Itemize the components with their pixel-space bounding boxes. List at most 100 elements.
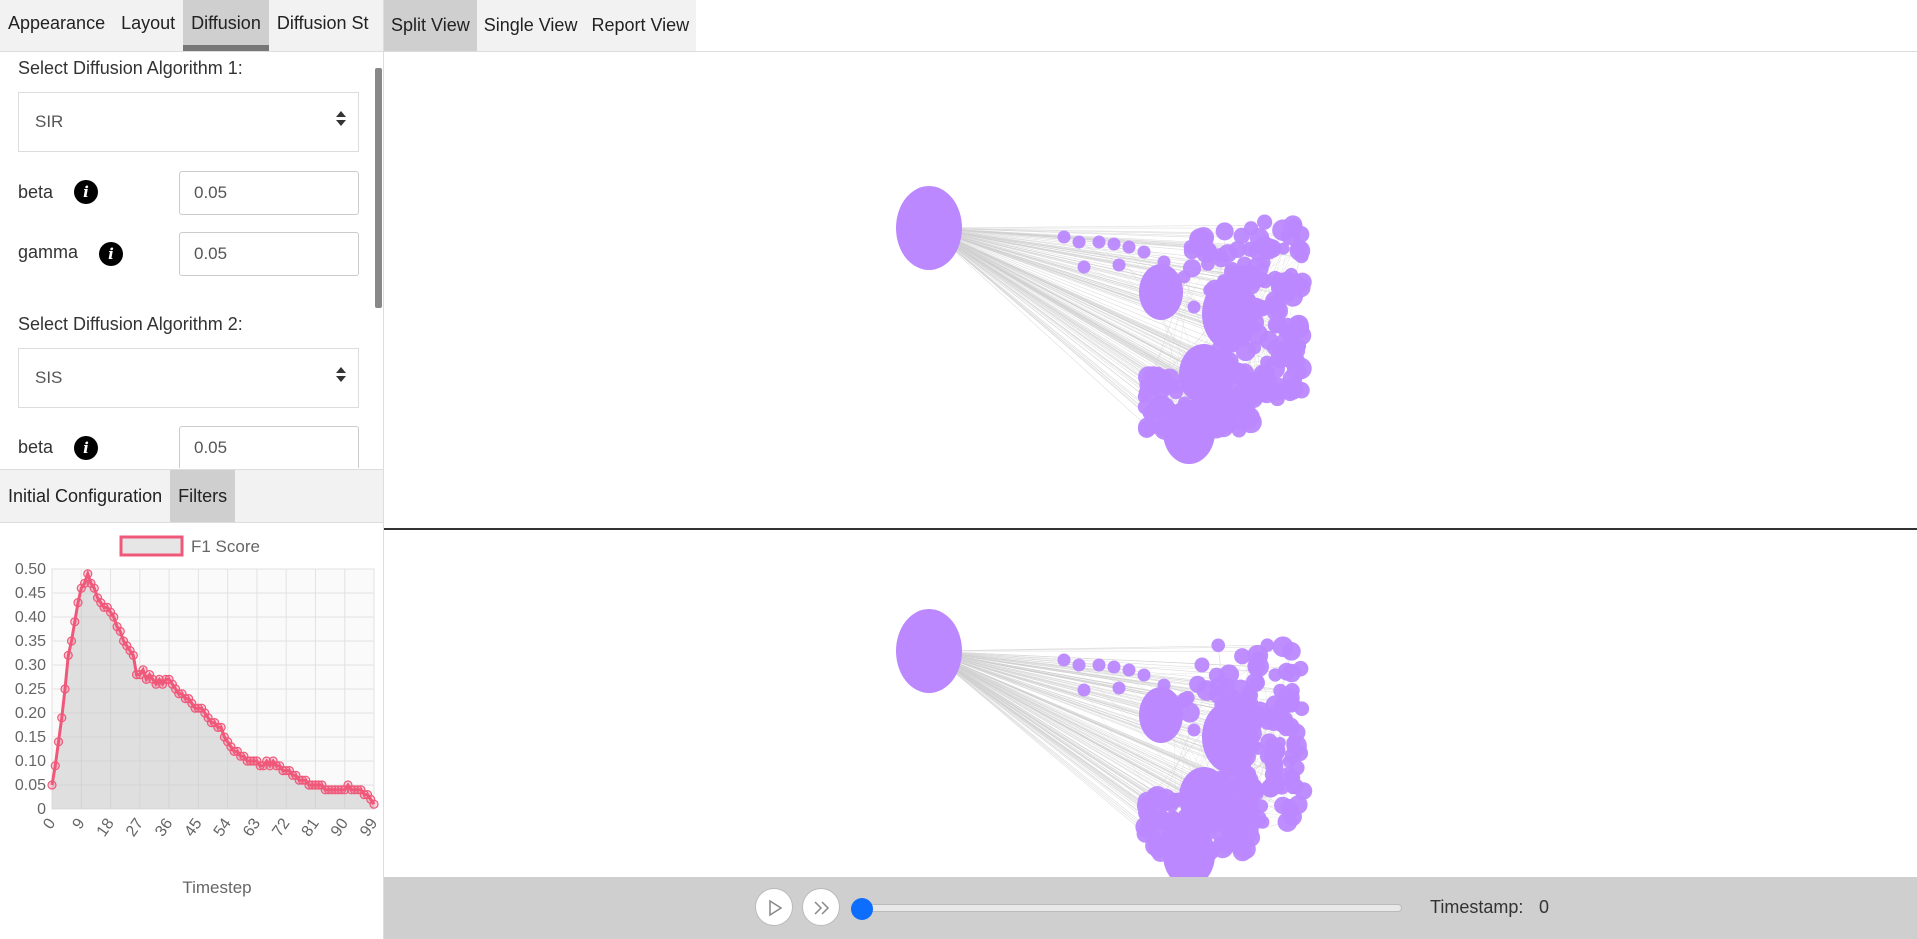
info-icon[interactable]: i	[74, 436, 98, 460]
data-point	[301, 775, 311, 785]
x-tick-label: 9	[70, 815, 89, 832]
beta-2-input[interactable]: 0.05	[179, 426, 359, 468]
timestamp-value: 0	[1539, 897, 1550, 917]
timestamp-label: Timestamp:	[1430, 897, 1524, 917]
network-graph[interactable]	[384, 531, 1917, 877]
node	[1092, 235, 1106, 249]
node	[1240, 407, 1260, 427]
chart-svg: 0 0.05 0.10 0.15 0.20 0.25 0.30 0.35 0.40 0.45 0.5…	[15, 535, 381, 897]
tab-single-view[interactable]: Single View	[483, 15, 578, 35]
y-tick-label: 0.25	[15, 681, 46, 698]
x-tick-label: 72	[269, 815, 293, 839]
data-point	[310, 780, 321, 790]
edge	[928, 650, 1226, 808]
beta-input[interactable]: 0.05	[179, 171, 359, 215]
edge	[928, 227, 1215, 381]
data-point	[333, 785, 343, 795]
main-view: Split View Single View Report View Times…	[384, 0, 1917, 939]
series-line	[50, 569, 376, 806]
tab-report-view[interactable]: Report View	[591, 15, 690, 35]
edge	[928, 650, 1146, 835]
y-tick-label: 0.10	[15, 753, 46, 770]
data-point	[252, 756, 262, 766]
node	[1072, 235, 1086, 249]
network-view-algorithm-2[interactable]	[384, 531, 1917, 877]
data-point	[63, 650, 73, 660]
tab-appearance[interactable]: Appearance	[8, 13, 106, 33]
node	[1277, 812, 1298, 832]
left-panel: Appearance Layout Diffusion Diffusion St…	[0, 0, 384, 939]
node	[1271, 272, 1291, 292]
tab-diffusion[interactable]: Diffusion	[183, 0, 269, 51]
data-point	[369, 799, 379, 809]
data-point	[223, 737, 233, 747]
data-point	[131, 670, 142, 680]
graph-nodes	[896, 609, 1313, 877]
data-point	[79, 578, 90, 589]
timestep-slider-track[interactable]	[862, 904, 1402, 912]
data-point	[193, 703, 203, 713]
node	[1138, 420, 1156, 438]
node	[1256, 255, 1271, 270]
algorithm-1-select[interactable]: SIR	[18, 92, 359, 152]
tab-initial-configuration[interactable]: Initial Configuration	[8, 486, 163, 506]
y-tick-label: 0	[37, 801, 46, 818]
network-graph[interactable]	[384, 52, 1917, 530]
data-point	[190, 703, 200, 713]
x-tick-label: 63	[240, 815, 264, 839]
gamma-input[interactable]: 0.05	[179, 232, 359, 276]
data-point	[265, 761, 275, 771]
edge	[928, 650, 1249, 775]
node	[1249, 276, 1263, 290]
fast-forward-button[interactable]	[802, 888, 840, 926]
data-point	[184, 694, 194, 704]
data-point	[242, 756, 252, 766]
param-beta-label: beta	[18, 182, 54, 202]
data-point	[232, 746, 242, 756]
node	[1270, 382, 1289, 401]
form-scrollbar[interactable]	[375, 68, 382, 308]
data-point	[262, 756, 272, 766]
data-point	[83, 569, 93, 579]
node	[1189, 675, 1207, 693]
data-point	[151, 679, 161, 689]
network-view-algorithm-1[interactable]	[384, 52, 1917, 530]
edge	[928, 227, 1170, 431]
node	[1283, 215, 1303, 235]
select-arrows-icon	[336, 111, 346, 133]
x-tick-label: 36	[152, 815, 176, 839]
edge	[928, 650, 1146, 814]
data-point	[236, 751, 246, 761]
y-tick-label: 0.15	[15, 729, 46, 746]
data-point	[96, 597, 106, 608]
tab-filters[interactable]: Filters	[170, 470, 236, 522]
node	[1234, 800, 1248, 815]
node	[1286, 735, 1307, 756]
data-point	[213, 722, 223, 732]
data-point	[330, 785, 340, 795]
tab-diffusion-stats[interactable]: Diffusion St	[276, 13, 369, 33]
tab-layout[interactable]: Layout	[121, 13, 176, 33]
settings-tabbar: Appearance Layout Diffusion Diffusion St	[0, 0, 383, 52]
data-point	[281, 766, 291, 776]
node	[1229, 679, 1252, 702]
node	[1264, 774, 1285, 795]
node	[1122, 240, 1136, 254]
timestep-slider-thumb[interactable]	[851, 898, 873, 920]
select-arrows-icon	[336, 367, 346, 389]
tab-split-view[interactable]: Split View	[384, 0, 477, 51]
data-point	[148, 674, 158, 684]
edge	[928, 227, 1243, 341]
data-point	[89, 583, 99, 593]
large-node	[1139, 687, 1183, 743]
data-point	[138, 665, 148, 675]
data-point	[57, 713, 67, 723]
algorithm-2-select[interactable]: SIS	[18, 348, 359, 408]
data-point	[288, 770, 298, 780]
node	[1077, 260, 1091, 274]
info-icon[interactable]: i	[74, 180, 98, 204]
node	[1187, 300, 1201, 314]
info-icon[interactable]: i	[99, 242, 123, 266]
play-button[interactable]	[755, 888, 793, 926]
edge	[928, 227, 1193, 387]
